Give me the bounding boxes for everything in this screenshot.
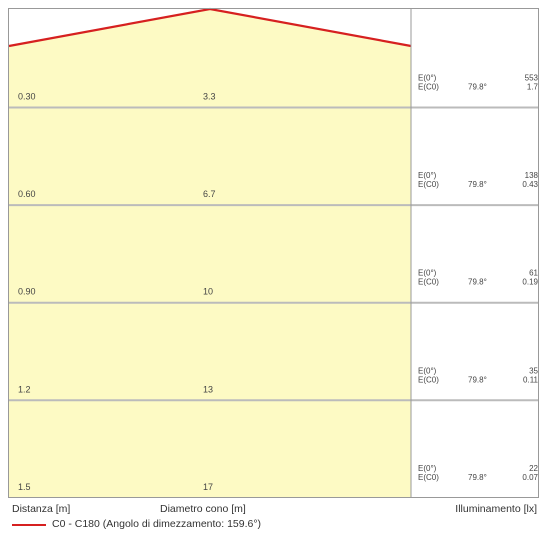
half-angle-value: 79.8° xyxy=(468,83,487,92)
e0-label: E(0°) xyxy=(418,464,437,473)
half-angle-value: 79.8° xyxy=(468,473,487,482)
ec0-value: 0.11 xyxy=(523,375,539,384)
half-angle-value: 79.8° xyxy=(468,278,487,287)
diameter-axis-label: Diametro cono [m] xyxy=(160,503,246,515)
distance-value: 0.60 xyxy=(18,189,36,199)
diameter-value: 3.3 xyxy=(203,92,216,102)
e0-label: E(0°) xyxy=(418,74,437,83)
legend-label: C0 - C180 (Angolo di dimezzamento: 159.6… xyxy=(52,518,262,530)
distance-axis-label: Distanza [m] xyxy=(12,503,71,515)
cone-fill xyxy=(9,9,411,497)
ec0-label: E(C0) xyxy=(418,180,439,189)
half-angle-value: 79.8° xyxy=(468,375,487,384)
e0-value: 61 xyxy=(529,269,538,278)
diameter-value: 13 xyxy=(203,384,213,394)
distance-value: 1.2 xyxy=(18,384,31,394)
ec0-value: 0.43 xyxy=(522,180,538,189)
diameter-value: 6.7 xyxy=(203,189,216,199)
e0-value: 138 xyxy=(525,171,539,180)
diameter-value: 17 xyxy=(203,482,213,492)
chart-frame xyxy=(8,8,539,498)
diameter-value: 10 xyxy=(203,287,213,297)
e0-label: E(0°) xyxy=(418,171,437,180)
distance-value: 0.30 xyxy=(18,92,36,102)
half-angle-value: 79.8° xyxy=(468,180,487,189)
distance-value: 1.5 xyxy=(18,482,31,492)
ec0-label: E(C0) xyxy=(418,278,439,287)
illuminance-axis-label: Illuminamento [lx] xyxy=(455,503,537,515)
e0-label: E(0°) xyxy=(418,269,437,278)
ec0-value: 0.07 xyxy=(522,473,538,482)
ec0-value: 1.7 xyxy=(527,83,539,92)
e0-label: E(0°) xyxy=(418,366,437,375)
ec0-label: E(C0) xyxy=(418,375,439,384)
ec0-label: E(C0) xyxy=(418,473,439,482)
ec0-label: E(C0) xyxy=(418,83,439,92)
e0-value: 553 xyxy=(525,74,539,83)
e0-value: 35 xyxy=(529,366,538,375)
ec0-value: 0.19 xyxy=(522,278,538,287)
legend-swatch xyxy=(12,524,46,526)
e0-value: 22 xyxy=(529,464,538,473)
distance-value: 0.90 xyxy=(18,287,36,297)
